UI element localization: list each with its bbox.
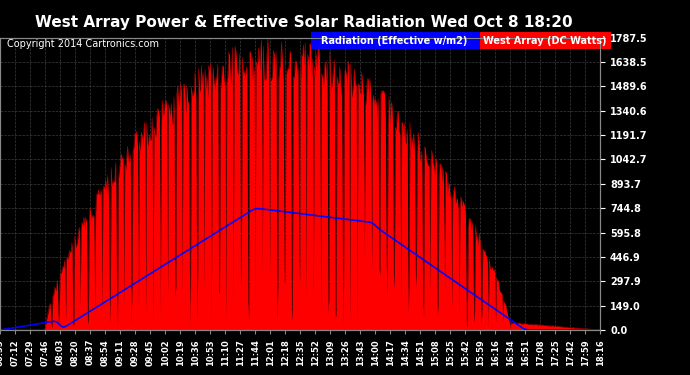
Text: Radiation (Effective w/m2): Radiation (Effective w/m2) [321,36,467,46]
Text: Copyright 2014 Cartronics.com: Copyright 2014 Cartronics.com [7,39,159,50]
Text: West Array Power & Effective Solar Radiation Wed Oct 8 18:20: West Array Power & Effective Solar Radia… [34,15,573,30]
Text: West Array (DC Watts): West Array (DC Watts) [483,36,607,46]
